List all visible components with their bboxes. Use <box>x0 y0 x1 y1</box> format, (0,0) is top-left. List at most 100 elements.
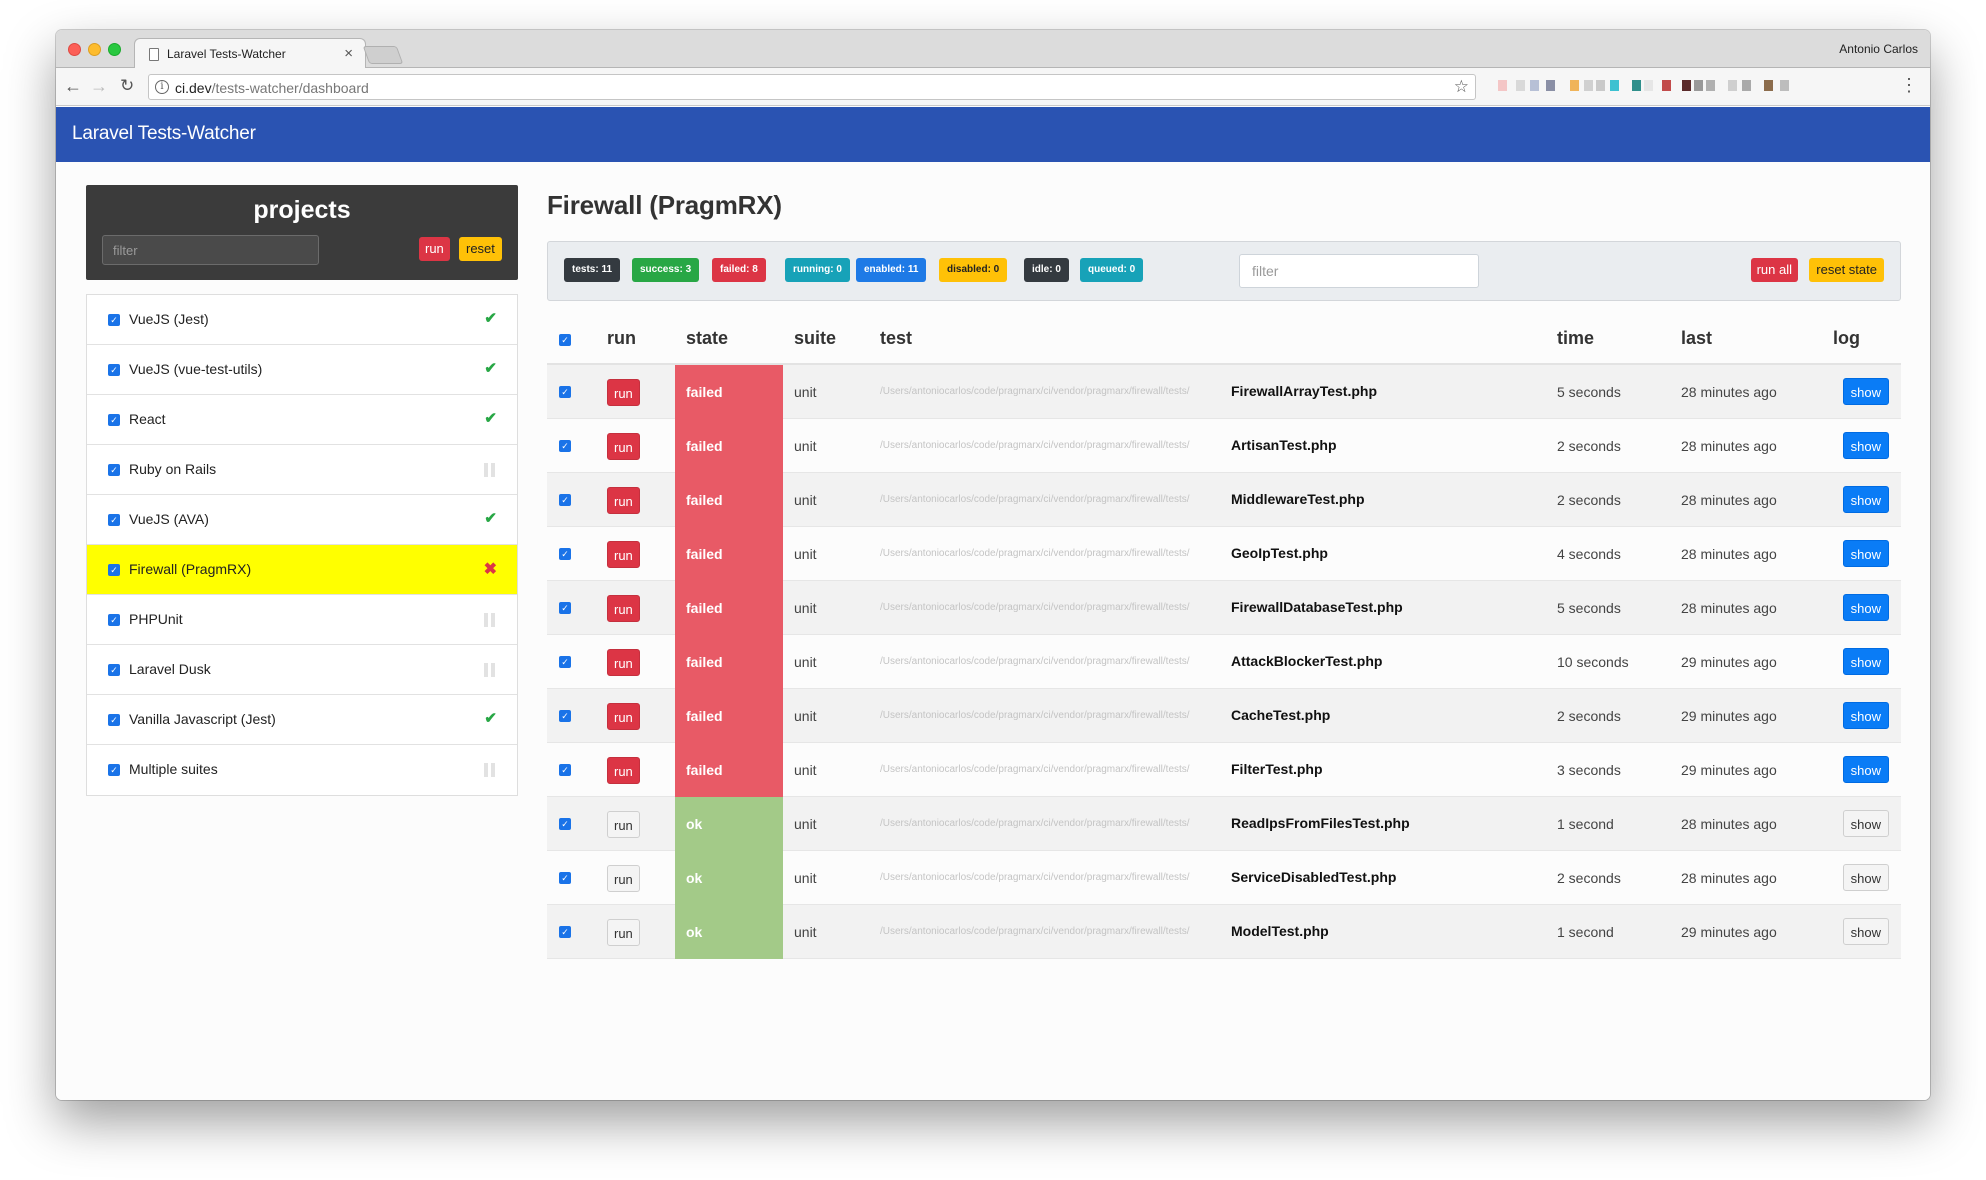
row-checkbox[interactable]: ✓ <box>559 602 571 614</box>
project-checkbox[interactable]: ✓ <box>108 714 120 726</box>
project-checkbox[interactable]: ✓ <box>108 564 120 576</box>
project-checkbox[interactable]: ✓ <box>108 514 120 526</box>
row-checkbox[interactable]: ✓ <box>559 656 571 668</box>
maximize-window-button[interactable] <box>108 43 121 56</box>
info-icon[interactable]: i <box>155 80 169 94</box>
show-log-button[interactable]: show <box>1842 378 1889 405</box>
test-file[interactable]: CacheTest.php <box>1231 707 1331 723</box>
projects-run-button[interactable]: run <box>419 237 450 261</box>
project-checkbox[interactable]: ✓ <box>108 664 120 676</box>
test-file[interactable]: FirewallArrayTest.php <box>1231 383 1378 399</box>
show-log-button[interactable]: show <box>1842 540 1889 567</box>
extension-icon[interactable] <box>1546 80 1555 91</box>
new-tab-button[interactable] <box>362 46 404 64</box>
show-log-button[interactable]: show <box>1842 702 1889 729</box>
test-file[interactable]: FirewallDatabaseTest.php <box>1231 599 1403 615</box>
extension-icon[interactable] <box>1706 80 1715 91</box>
test-file[interactable]: GeoIpTest.php <box>1231 545 1328 561</box>
test-file[interactable]: ModelTest.php <box>1231 923 1329 939</box>
project-item[interactable]: ✓ PHPUnit <box>87 595 517 645</box>
row-checkbox[interactable]: ✓ <box>559 872 571 884</box>
row-checkbox[interactable]: ✓ <box>559 764 571 776</box>
run-test-button[interactable]: run <box>607 919 640 946</box>
show-log-button[interactable]: show <box>1842 486 1889 513</box>
row-checkbox[interactable]: ✓ <box>559 710 571 722</box>
show-log-button[interactable]: show <box>1842 648 1889 675</box>
show-log-button[interactable]: show <box>1842 594 1889 621</box>
bookmark-star-icon[interactable]: ☆ <box>1453 77 1469 96</box>
minimize-window-button[interactable] <box>88 43 101 56</box>
project-item[interactable]: ✓ VueJS (vue-test-utils) ✔ <box>87 345 517 395</box>
extension-icon[interactable] <box>1742 80 1751 91</box>
close-window-button[interactable] <box>68 43 81 56</box>
reset-state-button[interactable]: reset state <box>1809 258 1884 282</box>
run-test-button[interactable]: run <box>607 595 640 622</box>
run-test-button[interactable]: run <box>607 811 640 838</box>
row-checkbox[interactable]: ✓ <box>559 548 571 560</box>
extension-icon[interactable] <box>1780 80 1789 91</box>
project-item[interactable]: ✓ Laravel Dusk <box>87 645 517 695</box>
projects-filter-input[interactable] <box>102 235 319 265</box>
extension-icon[interactable] <box>1764 80 1773 91</box>
show-log-button[interactable]: show <box>1842 918 1889 945</box>
extension-icon[interactable] <box>1682 80 1691 91</box>
project-checkbox[interactable]: ✓ <box>108 364 120 376</box>
browser-menu-icon[interactable]: ⋮ <box>1900 75 1918 95</box>
extension-icon[interactable] <box>1632 80 1641 91</box>
project-checkbox[interactable]: ✓ <box>108 414 120 426</box>
extension-icon[interactable] <box>1516 80 1525 91</box>
project-item[interactable]: ✓ React ✔ <box>87 395 517 445</box>
project-item[interactable]: ✓ Multiple suites <box>87 745 517 795</box>
tab-close-icon[interactable]: × <box>344 45 353 62</box>
run-all-button[interactable]: run all <box>1750 258 1798 282</box>
extension-icon[interactable] <box>1498 80 1507 91</box>
extension-icon[interactable] <box>1662 80 1671 91</box>
row-checkbox[interactable]: ✓ <box>559 440 571 452</box>
extension-icon[interactable] <box>1530 80 1539 91</box>
extension-icon[interactable] <box>1610 80 1619 91</box>
run-test-button[interactable]: run <box>607 487 640 514</box>
url-input[interactable]: i ci.dev/tests-watcher/dashboard ☆ <box>148 74 1476 100</box>
test-file[interactable]: AttackBlockerTest.php <box>1231 653 1383 669</box>
projects-reset-button[interactable]: reset <box>459 237 502 261</box>
forward-arrow-icon[interactable]: → <box>90 76 108 96</box>
show-log-button[interactable]: show <box>1842 432 1889 459</box>
row-checkbox[interactable]: ✓ <box>559 494 571 506</box>
project-item[interactable]: ✓ VueJS (Jest) ✔ <box>87 295 517 345</box>
row-checkbox[interactable]: ✓ <box>559 926 571 938</box>
extension-icon[interactable] <box>1728 80 1737 91</box>
project-checkbox[interactable]: ✓ <box>108 314 120 326</box>
project-checkbox[interactable]: ✓ <box>108 764 120 776</box>
test-file[interactable]: FilterTest.php <box>1231 761 1323 777</box>
run-test-button[interactable]: run <box>607 865 640 892</box>
show-log-button[interactable]: show <box>1842 810 1889 837</box>
extension-icon[interactable] <box>1584 80 1593 91</box>
project-item[interactable]: ✓ VueJS (AVA) ✔ <box>87 495 517 545</box>
extension-icon[interactable] <box>1644 80 1653 91</box>
project-checkbox[interactable]: ✓ <box>108 464 120 476</box>
back-arrow-icon[interactable]: ← <box>64 76 82 96</box>
run-test-button[interactable]: run <box>607 433 640 460</box>
test-file[interactable]: MiddlewareTest.php <box>1231 491 1365 507</box>
row-checkbox[interactable]: ✓ <box>559 386 571 398</box>
run-test-button[interactable]: run <box>607 703 640 730</box>
test-file[interactable]: ServiceDisabledTest.php <box>1231 869 1397 885</box>
select-all-checkbox[interactable]: ✓ <box>559 334 571 346</box>
extension-icon[interactable] <box>1694 80 1703 91</box>
project-item[interactable]: ✓ Vanilla Javascript (Jest) ✔ <box>87 695 517 745</box>
tests-filter-input[interactable] <box>1239 254 1479 288</box>
run-test-button[interactable]: run <box>607 757 640 784</box>
brand[interactable]: Laravel Tests-Watcher <box>72 123 256 144</box>
row-checkbox[interactable]: ✓ <box>559 818 571 830</box>
show-log-button[interactable]: show <box>1842 864 1889 891</box>
run-test-button[interactable]: run <box>607 649 640 676</box>
test-file[interactable]: ArtisanTest.php <box>1231 437 1337 453</box>
extension-icon[interactable] <box>1596 80 1605 91</box>
profile-name[interactable]: Antonio Carlos <box>1839 42 1918 56</box>
show-log-button[interactable]: show <box>1842 756 1889 783</box>
project-item[interactable]: ✓ Ruby on Rails <box>87 445 517 495</box>
browser-tab[interactable]: Laravel Tests-Watcher × <box>134 38 366 69</box>
reload-icon[interactable]: ↻ <box>120 76 135 95</box>
project-item[interactable]: ✓ Firewall (PragmRX) ✖ <box>87 545 517 595</box>
run-test-button[interactable]: run <box>607 541 640 568</box>
